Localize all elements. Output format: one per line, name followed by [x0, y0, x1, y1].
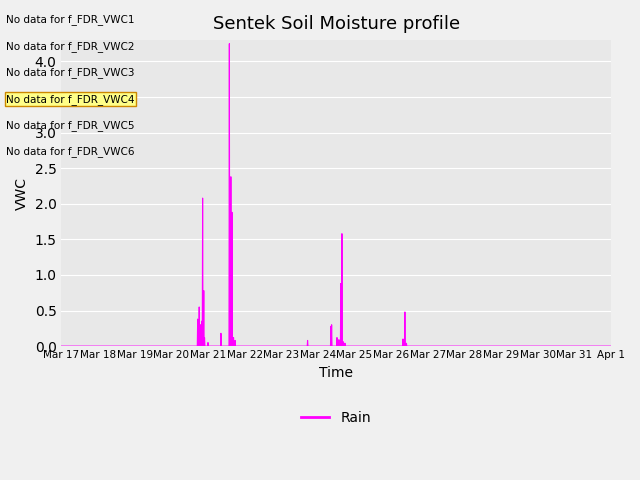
Title: Sentek Soil Moisture profile: Sentek Soil Moisture profile: [212, 15, 460, 33]
Y-axis label: VWC: VWC: [15, 177, 29, 210]
Text: No data for f_FDR_VWC1: No data for f_FDR_VWC1: [6, 14, 135, 25]
Text: No data for f_FDR_VWC4: No data for f_FDR_VWC4: [6, 94, 135, 105]
X-axis label: Time: Time: [319, 366, 353, 380]
Text: No data for f_FDR_VWC3: No data for f_FDR_VWC3: [6, 67, 135, 78]
Text: No data for f_FDR_VWC6: No data for f_FDR_VWC6: [6, 146, 135, 157]
Legend: Rain: Rain: [296, 405, 376, 430]
Text: No data for f_FDR_VWC2: No data for f_FDR_VWC2: [6, 41, 135, 52]
Text: No data for f_FDR_VWC5: No data for f_FDR_VWC5: [6, 120, 135, 131]
